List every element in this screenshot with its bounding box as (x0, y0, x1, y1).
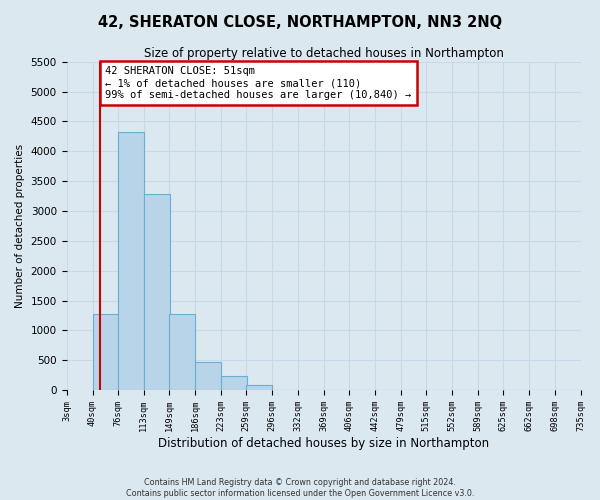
Text: Contains HM Land Registry data © Crown copyright and database right 2024.
Contai: Contains HM Land Registry data © Crown c… (126, 478, 474, 498)
X-axis label: Distribution of detached houses by size in Northampton: Distribution of detached houses by size … (158, 437, 489, 450)
Text: 42 SHERATON CLOSE: 51sqm
← 1% of detached houses are smaller (110)
99% of semi-d: 42 SHERATON CLOSE: 51sqm ← 1% of detache… (105, 66, 412, 100)
Title: Size of property relative to detached houses in Northampton: Size of property relative to detached ho… (143, 48, 503, 60)
Bar (221, 376, 247, 390)
Text: 42, SHERATON CLOSE, NORTHAMPTON, NN3 2NQ: 42, SHERATON CLOSE, NORTHAMPTON, NN3 2NQ (98, 15, 502, 30)
Y-axis label: Number of detached properties: Number of detached properties (15, 144, 25, 308)
Bar (169, 314, 195, 390)
Bar (246, 385, 272, 390)
Bar (92, 314, 118, 390)
Bar (118, 132, 144, 390)
Bar (195, 362, 221, 390)
Bar (144, 194, 170, 390)
